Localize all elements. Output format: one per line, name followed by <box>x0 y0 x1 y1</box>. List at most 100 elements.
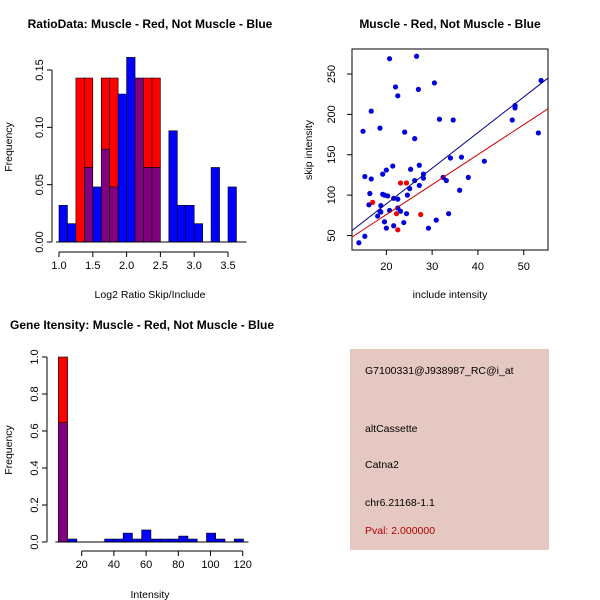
intensity-histogram: Gene Itensity: Muscle - Red, Not Muscle … <box>3 318 274 600</box>
ratio-histogram-title: RatioData: Muscle - Red, Not Muscle - Bl… <box>28 17 273 31</box>
not-muscle-point <box>458 154 465 160</box>
x-tick-label: 120 <box>234 559 252 571</box>
not-muscle-point <box>481 158 487 164</box>
not-muscle-bar <box>122 532 133 543</box>
overlap-bar <box>100 148 110 243</box>
not-muscle-point <box>413 53 420 59</box>
y-tick-label: 1.0 <box>29 349 41 364</box>
y-tick-label: 0.00 <box>34 231 46 252</box>
x-tick-label: 1.5 <box>85 260 100 272</box>
muscle-bar <box>58 356 68 423</box>
not-muscle-point <box>415 86 422 92</box>
y-tick-label: 50 <box>326 229 338 241</box>
y-tick-label: 0.10 <box>34 117 46 138</box>
not-muscle-point <box>381 219 388 225</box>
scatter-xlabel: include intensity <box>413 289 488 301</box>
not-muscle-point <box>457 187 463 193</box>
not-muscle-bar <box>141 529 152 543</box>
not-muscle-point <box>465 174 471 180</box>
intensity-scatter: Muscle - Red, Not Muscle - Blue skip int… <box>303 17 549 301</box>
not-muscle-bar <box>67 223 77 243</box>
genomic-location: chr6.21168-1.1 <box>365 497 435 509</box>
muscle-fit-line <box>352 108 548 238</box>
muscle-point <box>403 180 410 186</box>
not-muscle-point <box>378 203 384 209</box>
muscle-bar <box>84 77 94 168</box>
not-muscle-point <box>397 208 404 214</box>
p-value: Pval: 2.000000 <box>365 525 436 537</box>
not-muscle-point <box>360 128 366 134</box>
not-muscle-point <box>431 80 438 86</box>
plot-box <box>351 48 549 251</box>
muscle-point <box>370 199 376 205</box>
ratio-histogram-xlabel: Log2 Ratio Skip/Include <box>95 289 206 301</box>
not-muscle-bar <box>58 205 68 243</box>
not-muscle-point <box>408 166 414 172</box>
intensity-histogram-ylabel: Frequency <box>3 424 15 474</box>
muscle-bar <box>143 77 153 168</box>
not-muscle-point <box>368 108 374 114</box>
x-tick-label: 80 <box>172 559 184 571</box>
not-muscle-point <box>378 209 384 215</box>
not-muscle-point <box>443 177 449 184</box>
not-muscle-point <box>377 125 383 131</box>
muscle-bar <box>151 77 161 168</box>
not-muscle-fit-line <box>352 77 548 232</box>
y-tick-label: 0.15 <box>34 59 46 80</box>
scatter-title: Muscle - Red, Not Muscle - Blue <box>359 17 541 31</box>
not-muscle-point <box>416 182 422 189</box>
not-muscle-bar <box>178 535 189 543</box>
muscle-point <box>397 180 404 186</box>
not-muscle-point <box>368 176 374 182</box>
not-muscle-point <box>385 193 391 199</box>
not-muscle-bar <box>117 93 127 243</box>
not-muscle-point <box>436 116 443 122</box>
not-muscle-point <box>433 217 439 223</box>
y-tick-label: 200 <box>326 105 338 123</box>
x-tick-label: 30 <box>426 261 438 273</box>
not-muscle-point <box>395 196 401 202</box>
muscle-point <box>393 211 400 217</box>
intensity-histogram-xlabel: Intensity <box>130 589 170 600</box>
muscle-point <box>395 227 401 233</box>
x-tick-label: 3.0 <box>187 260 202 272</box>
not-muscle-point <box>404 192 411 198</box>
y-tick-label: 100 <box>326 186 338 204</box>
y-tick-label: 250 <box>326 65 338 83</box>
x-tick-label: 20 <box>380 261 392 273</box>
x-tick-label: 20 <box>76 559 88 571</box>
not-muscle-point <box>390 163 396 169</box>
not-muscle-point <box>375 213 381 219</box>
not-muscle-bar <box>206 532 217 543</box>
ratio-histogram-ylabel: Frequency <box>3 121 15 171</box>
not-muscle-point <box>383 225 389 231</box>
not-muscle-bar <box>210 167 220 243</box>
x-tick-label: 60 <box>140 559 152 571</box>
not-muscle-point <box>403 211 410 217</box>
muscle-bar <box>75 77 85 243</box>
not-muscle-point <box>395 93 401 99</box>
not-muscle-bar <box>193 223 203 243</box>
event-type: altCassette <box>365 423 418 435</box>
y-tick-label: 0.2 <box>29 497 41 512</box>
x-tick-label: 2.5 <box>153 260 168 272</box>
not-muscle-point <box>401 219 407 226</box>
not-muscle-point <box>412 177 418 184</box>
not-muscle-point <box>380 171 386 177</box>
muscle-bar <box>109 77 119 188</box>
ratio-histogram: RatioData: Muscle - Red, Not Muscle - Bl… <box>3 17 273 301</box>
not-muscle-point <box>447 155 454 161</box>
y-tick-label: 0.8 <box>29 386 41 401</box>
not-muscle-bar <box>126 57 136 243</box>
muscle-bar <box>100 77 110 150</box>
not-muscle-point <box>367 190 373 197</box>
x-tick-label: 50 <box>518 261 530 273</box>
not-muscle-point <box>392 84 399 90</box>
y-tick-label: 0.0 <box>29 534 41 549</box>
overlap-bar <box>109 186 119 243</box>
overlap-bar <box>143 167 153 243</box>
overlap-bar <box>134 77 144 243</box>
not-muscle-point <box>420 175 427 181</box>
overlap-bar <box>58 422 68 543</box>
